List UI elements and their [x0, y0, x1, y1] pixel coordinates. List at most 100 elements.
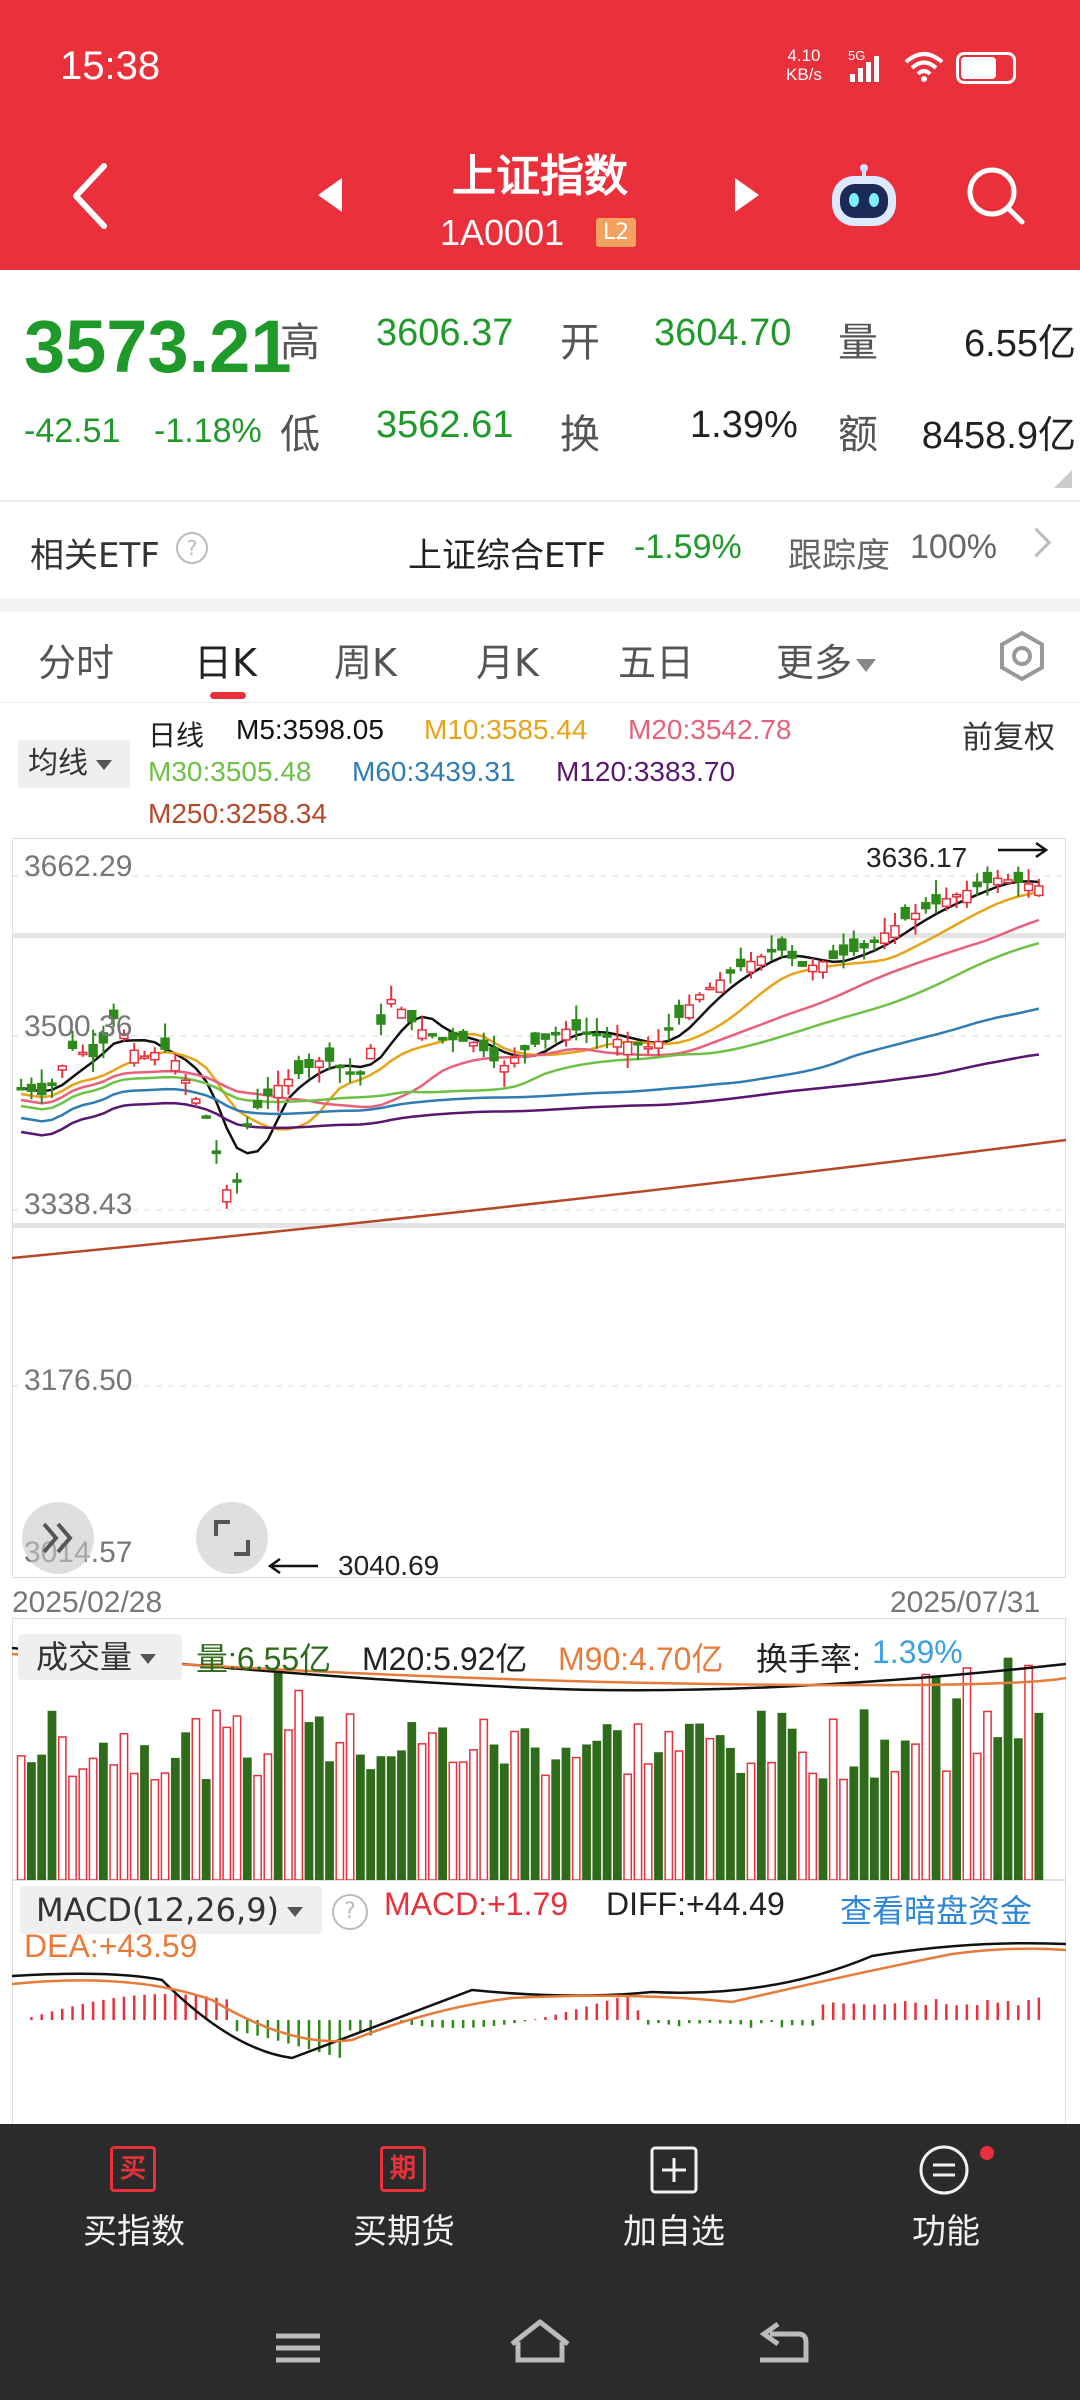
- candle: [396, 1008, 407, 1019]
- buy-futures-icon[interactable]: 期: [380, 2146, 426, 2192]
- candle: [273, 1084, 283, 1099]
- candle: [941, 898, 952, 908]
- back-nav-icon[interactable]: [759, 2321, 809, 2363]
- settings-icon[interactable]: [996, 630, 1048, 682]
- tab-monthly-k[interactable]: 月K: [476, 641, 539, 685]
- candle: [530, 1032, 540, 1045]
- ma-line: [20, 941, 1040, 1111]
- candle: [808, 964, 818, 973]
- recent-apps-icon[interactable]: [276, 2333, 320, 2363]
- volume-bar: [767, 1761, 776, 1880]
- next-index-button[interactable]: [735, 178, 759, 212]
- volume-dropdown[interactable]: 成交量: [18, 1634, 182, 1680]
- candle: [520, 1045, 530, 1051]
- net-speed: 4.10 KB/s: [786, 46, 822, 84]
- tab-five-day[interactable]: 五日: [618, 641, 695, 685]
- ma-line: [20, 1053, 1040, 1137]
- help-icon[interactable]: ?: [332, 1894, 368, 1930]
- diff-line: [12, 1941, 1066, 2060]
- robot-assistant-icon[interactable]: [826, 164, 902, 234]
- volume-bar: [1003, 1657, 1013, 1880]
- tab-intraday[interactable]: 分时: [38, 641, 115, 685]
- ma-line: [20, 880, 1039, 1155]
- macd-plot: [12, 1941, 1066, 2060]
- volume-bar: [304, 1722, 314, 1880]
- etf-change: -1.59%: [634, 528, 742, 566]
- volume-m20-label: M20:5.92亿: [362, 1641, 528, 1677]
- menu-circle-icon[interactable]: [918, 2144, 970, 2196]
- volume-bar: [37, 1754, 47, 1880]
- candle: [314, 1060, 324, 1069]
- back-icon[interactable]: [70, 162, 110, 232]
- candle: [674, 1004, 684, 1018]
- volume-bar: [232, 1715, 242, 1880]
- volume-bar: [109, 1764, 119, 1880]
- tab-weekly-k[interactable]: 周K: [334, 641, 397, 685]
- candle: [499, 1064, 509, 1073]
- macd-chart[interactable]: [12, 1880, 1066, 2124]
- tab-more[interactable]: 更多: [776, 632, 877, 687]
- volume-bar: [592, 1740, 602, 1880]
- volume-bar: [551, 1759, 561, 1880]
- kline-chart[interactable]: [12, 838, 1066, 1578]
- bottom-action-bar: [0, 2124, 1080, 2400]
- add-watchlist-button[interactable]: 加自选: [623, 2212, 725, 2252]
- candle: [407, 1009, 417, 1023]
- volume-bar: [212, 1709, 221, 1880]
- volume-bar: [16, 1755, 26, 1880]
- volume-bar: [325, 1761, 334, 1880]
- functions-button[interactable]: 功能: [912, 2212, 980, 2252]
- ma30-label: M30:3505.48: [148, 756, 312, 787]
- candle: [150, 1051, 160, 1061]
- candle: [47, 1082, 57, 1087]
- price-adjust-mode[interactable]: 前复权: [962, 720, 1055, 756]
- home-icon[interactable]: [510, 2319, 570, 2363]
- active-tab-indicator: [210, 692, 246, 699]
- high-label: 高: [280, 321, 320, 365]
- low-label: 低: [280, 413, 320, 457]
- volume-bar: [571, 1756, 581, 1880]
- period-label: 日线: [148, 720, 205, 751]
- ma-dropdown[interactable]: 均线: [18, 740, 130, 788]
- related-etf-row[interactable]: [0, 500, 1080, 602]
- dark-pool-link[interactable]: 查看暗盘资金: [840, 1893, 1033, 1929]
- candle: [160, 1037, 170, 1050]
- amount-value: 8458.9亿: [921, 415, 1076, 457]
- low-value: 3562.61: [376, 404, 514, 446]
- volume-bar: [643, 1763, 653, 1880]
- candle: [376, 1014, 386, 1025]
- macd-dropdown[interactable]: MACD(12,26,9): [20, 1886, 322, 1934]
- volume-bar: [386, 1756, 396, 1880]
- arrow-right-icon: [998, 841, 1049, 859]
- volume-bar: [921, 1673, 931, 1880]
- open-value: 3604.70: [654, 312, 792, 354]
- volume-bar: [263, 1753, 273, 1880]
- candle: [571, 1019, 581, 1031]
- volume-bar: [520, 1728, 530, 1880]
- volume-bar: [849, 1766, 859, 1880]
- fullscreen-button[interactable]: [196, 1502, 268, 1574]
- candle: [222, 1189, 232, 1203]
- candle: [622, 1041, 633, 1056]
- etf-tracking-label: 跟踪度: [788, 536, 890, 576]
- candle: [746, 960, 756, 973]
- tab-daily-k[interactable]: 日K: [194, 641, 257, 685]
- candle: [653, 1040, 664, 1049]
- candle: [921, 901, 931, 910]
- expand-sidebar-button[interactable]: [22, 1502, 94, 1574]
- volume-bar: [129, 1772, 139, 1880]
- search-icon[interactable]: [964, 164, 1028, 228]
- candle: [129, 1049, 139, 1064]
- volume-bar: [602, 1724, 612, 1880]
- etf-name[interactable]: 上证综合ETF: [408, 536, 606, 576]
- volume-bar: [489, 1744, 499, 1880]
- candle: [551, 1031, 561, 1036]
- expand-quote-icon[interactable]: [1054, 470, 1072, 488]
- plus-box-icon[interactable]: [650, 2146, 698, 2194]
- buy-index-icon[interactable]: 买: [110, 2146, 156, 2192]
- buy-futures-button[interactable]: 买期货: [353, 2212, 455, 2252]
- buy-index-button[interactable]: 买指数: [83, 2212, 185, 2252]
- prev-index-button[interactable]: [318, 178, 342, 212]
- help-icon[interactable]: ?: [176, 532, 208, 564]
- volume-bar: [561, 1747, 571, 1880]
